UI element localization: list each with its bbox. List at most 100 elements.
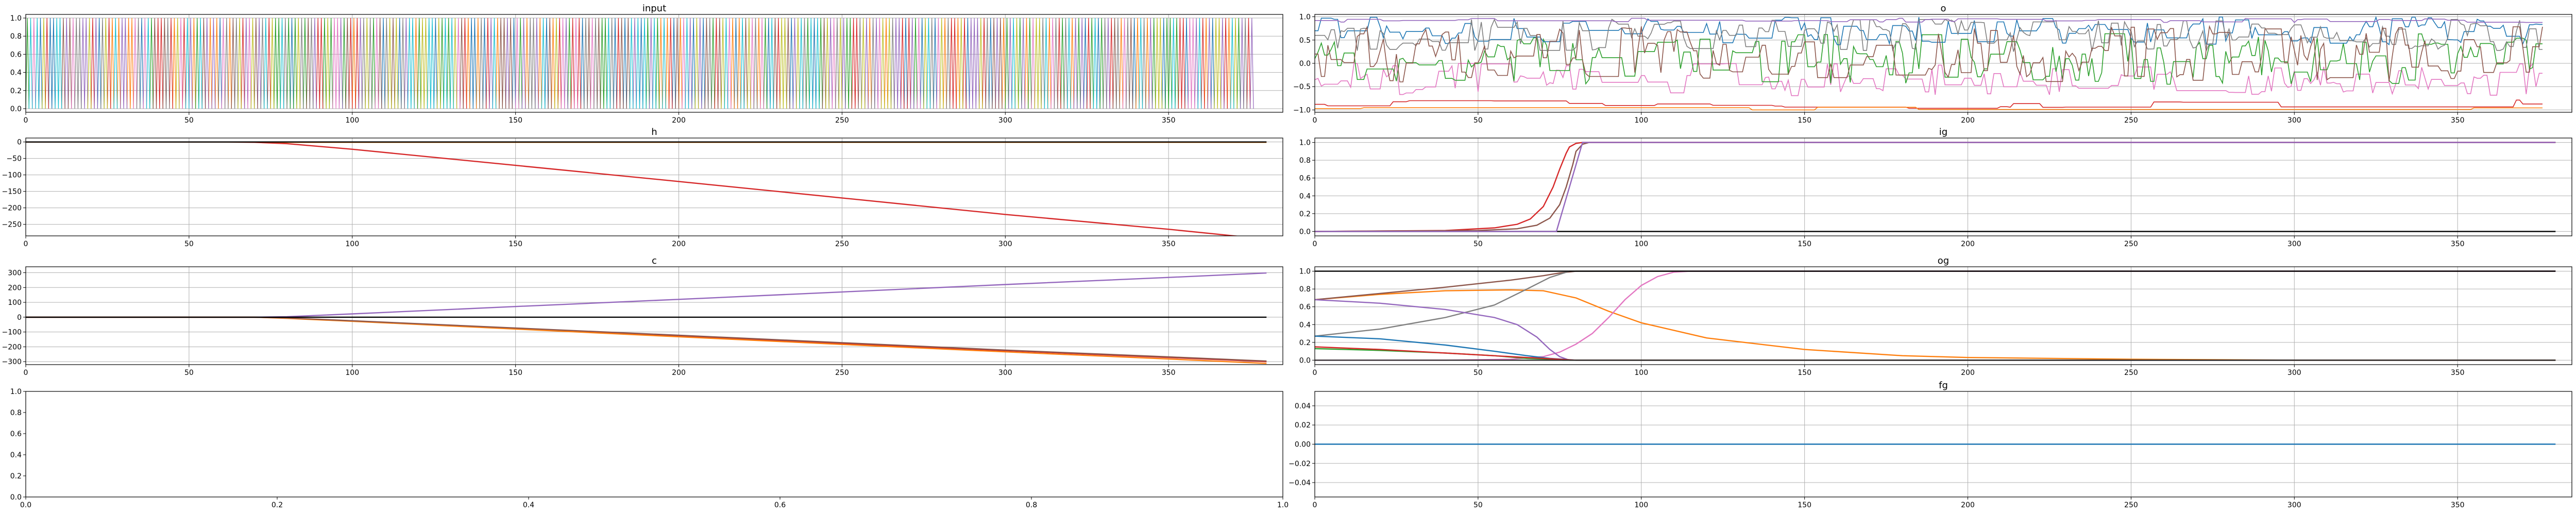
x-tick-label: 350 [2451, 369, 2465, 377]
x-tick-label: 250 [2124, 501, 2138, 509]
series-line-0 [26, 272, 1267, 318]
x-tick-label: 100 [345, 369, 359, 377]
input-signal-2 [26, 18, 1241, 109]
x-tick-label: 250 [835, 369, 849, 377]
y-tick-label: 0.8 [10, 409, 22, 417]
x-tick-label: 350 [2451, 240, 2465, 248]
x-tick-label: 50 [1473, 501, 1483, 509]
subplot-title: o [1940, 3, 1946, 14]
x-tick-label: 350 [2451, 501, 2465, 509]
x-tick-label: 300 [2287, 240, 2301, 248]
plot-area [26, 18, 1254, 109]
subplot-og: og 0 50 100 150 200 250 300 350 0.0 0.2 0.4 0.6 0.8 1.… [1299, 255, 2572, 377]
o-series-5 [1315, 18, 2543, 53]
y-tick-label: 0.6 [10, 430, 22, 438]
x-tick-label: 200 [1961, 501, 1975, 509]
subplot-input: input 0 50 100 150 200 250 300 350 0.0 0.2 0.4 0.6 0.… [10, 3, 1283, 125]
x-tick-label: 0 [1313, 116, 1317, 125]
y-tick-label: 1.0 [1299, 139, 1311, 147]
y-tick-label: −300 [2, 358, 22, 366]
series-line-4 [1315, 299, 2556, 361]
x-tick-label: 0 [24, 240, 28, 248]
y-tick-label: 0.4 [10, 451, 22, 459]
y-tick-label: 0.8 [10, 32, 22, 41]
input-signal-7 [74, 18, 1247, 109]
subplot-fg: fg 0 50 100 150 200 250 300 350 0.04 0.02 0.00 −0.02… [1289, 380, 2572, 509]
y-tick-label: 200 [8, 284, 22, 292]
y-tick-label: −50 [6, 155, 22, 163]
y-tick-label: 0 [17, 139, 22, 147]
input-signal-3 [45, 18, 1251, 109]
x-tick-label: 100 [1634, 116, 1648, 125]
input-signal-1 [110, 18, 1231, 109]
y-tick-label: 0.4 [10, 69, 22, 77]
x-tick-label: 50 [184, 369, 194, 377]
y-tick-label: 0.4 [1299, 321, 1311, 329]
series-line-3 [1315, 142, 2556, 232]
x-tick-label: 200 [1961, 240, 1975, 248]
o-series-6 [1315, 25, 2543, 82]
x-tick-label: 200 [1961, 116, 1975, 125]
y-tick-label: −0.04 [1289, 479, 1311, 487]
series-line-6 [1315, 348, 2556, 361]
y-tick-label: 0.6 [1299, 303, 1311, 312]
y-tick-label: 0.6 [1299, 175, 1311, 183]
x-tick-label: 50 [184, 240, 194, 248]
y-tick-label: −100 [2, 171, 22, 180]
x-tick-label: 0 [1313, 369, 1317, 377]
y-tick-label: 0.4 [1299, 192, 1311, 200]
y-tick-label: 300 [8, 269, 22, 278]
x-tick-label: 150 [1798, 501, 1811, 509]
subplot-ig: ig 0 50 100 150 200 250 300 350 0.0 0.2 0.4 0.6 0.8 1.… [1299, 127, 2572, 248]
x-tick-label: 250 [2124, 240, 2138, 248]
x-tick-label: 100 [345, 240, 359, 248]
series-line-7 [1315, 346, 2556, 361]
y-tick-label: 0.6 [10, 50, 22, 59]
o-series-1 [1315, 107, 2543, 111]
subplot-title: ig [1939, 127, 1947, 138]
o-series-4 [1315, 15, 2543, 46]
series-line-2 [26, 316, 1267, 364]
x-tick-label: 0 [1313, 501, 1317, 509]
x-tick-label: 200 [672, 116, 686, 125]
x-tick-label: 300 [998, 369, 1012, 377]
y-tick-label: 0.2 [1299, 339, 1311, 347]
x-tick-label: 200 [672, 240, 686, 248]
axes-frame [1314, 266, 2572, 365]
y-tick-label: 0.8 [1299, 285, 1311, 294]
subplot-h: h 0 50 100 150 200 250 300 350 0 −50 −100 −150 −200 −2… [2, 127, 1283, 248]
plot-area [26, 141, 1267, 236]
input-signal-8 [42, 18, 1238, 109]
axes-frame [25, 266, 1283, 365]
y-tick-label: 0.0 [1299, 228, 1311, 236]
input-signal-6 [32, 18, 1195, 109]
y-tick-label: 0.8 [1299, 157, 1311, 165]
axes-frame [1314, 391, 2572, 497]
series-line-1 [1315, 270, 2556, 301]
y-tick-label: 1.0 [10, 14, 22, 23]
y-tick-label: 0.04 [1295, 402, 1311, 410]
x-tick-label: 0 [24, 116, 28, 125]
axes-frame [25, 14, 1283, 113]
x-tick-label: 0.8 [1026, 501, 1037, 509]
y-tick-label: 0.0 [1299, 356, 1311, 365]
plot-area [1315, 142, 2556, 232]
x-tick-label: 300 [2287, 501, 2301, 509]
x-tick-label: 150 [509, 369, 522, 377]
y-tick-label: 1.0 [1299, 13, 1311, 22]
x-tick-label: 1.0 [1277, 501, 1289, 509]
y-tick-label: −150 [2, 188, 22, 196]
y-tick-label: 0 [17, 314, 22, 322]
o-series-7 [1315, 18, 2543, 23]
x-tick-label: 300 [998, 116, 1012, 125]
subplot-title: input [642, 3, 666, 14]
axes-frame [1314, 14, 2572, 113]
y-tick-label: −100 [2, 329, 22, 337]
subplot-title: fg [1939, 380, 1948, 391]
y-tick-label: 0.0 [10, 105, 22, 113]
x-tick-label: 250 [835, 240, 849, 248]
subplot-c: c 0 50 100 150 200 250 300 350 300 200 100 0 −100 −200… [2, 255, 1283, 377]
y-tick-label: 100 [8, 299, 22, 307]
subplot-empty: 0.0 0.2 0.4 0.6 0.8 1.0 0.0 0.2 0.4 0.6 0.8 1.0 [10, 388, 1289, 509]
